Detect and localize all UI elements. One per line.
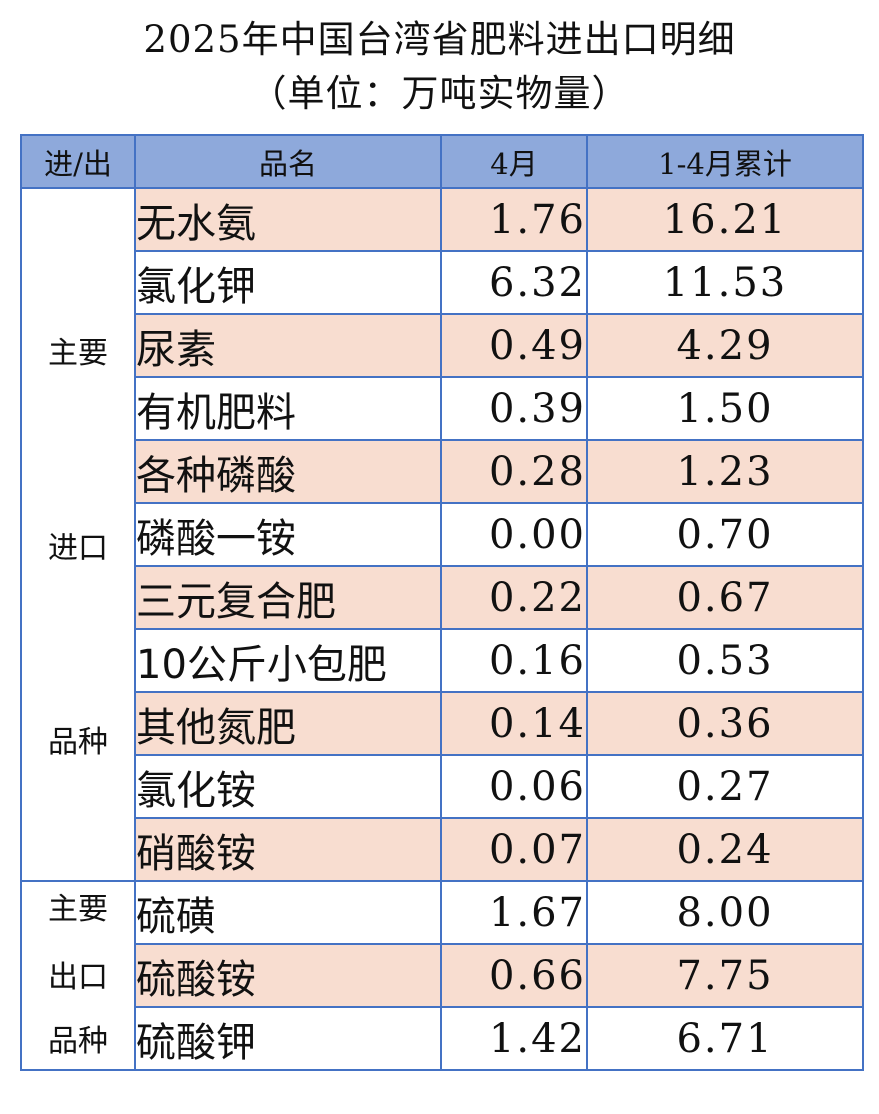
cumulative-value: 16.21: [586, 187, 864, 252]
april-value: 0.28: [440, 439, 588, 504]
column-header-name: 品名: [134, 134, 442, 189]
product-name: 磷酸一铵: [134, 502, 442, 567]
table-row: 其他氮肥 0.14 0.36: [21, 691, 864, 756]
import-group-label: 主要 进口 品种: [20, 187, 136, 882]
table-row: 磷酸一铵 0.00 0.70: [21, 502, 864, 567]
product-name: 其他氮肥: [134, 691, 442, 756]
april-value: 1.42: [440, 1006, 588, 1071]
fertilizer-trade-table: 进/出 品名 4月 1-4月累计 主要 进口 品种 无水氨 1.76 16.21…: [20, 134, 864, 1071]
unit-subtitle: （单位：万吨实物量）: [249, 72, 630, 115]
table-row: 10公斤小包肥 0.16 0.53: [21, 628, 864, 693]
cumulative-value: 4.29: [586, 313, 864, 378]
column-header-april: 4月: [440, 134, 588, 189]
cumulative-value: 11.53: [586, 250, 864, 315]
product-name: 氯化钾: [134, 250, 442, 315]
table-row: 各种磷酸 0.28 1.23: [21, 439, 864, 504]
cumulative-value: 7.75: [586, 943, 864, 1008]
cumulative-value: 0.36: [586, 691, 864, 756]
cumulative-value: 0.67: [586, 565, 864, 630]
export-label-line-3: 品种: [48, 1024, 108, 1059]
cumulative-value: 0.24: [586, 817, 864, 882]
import-label-line-1: 主要: [48, 336, 108, 371]
export-label-line-1: 主要: [48, 892, 108, 927]
table-row: 主要 进口 品种 无水氨 1.76 16.21: [20, 187, 864, 882]
product-name: 三元复合肥: [134, 565, 442, 630]
april-value: 0.22: [440, 565, 588, 630]
column-header-direction: 进/出: [20, 134, 136, 189]
export-label-line-2: 出口: [48, 960, 108, 995]
product-name: 硫酸钾: [134, 1006, 442, 1071]
april-value: 1.67: [440, 880, 588, 945]
april-value: 0.39: [440, 376, 588, 441]
product-name: 硝酸铵: [134, 817, 442, 882]
table-row: 主要 出口 品种 硫磺 1.67 8.00: [20, 880, 864, 1071]
export-group-label: 主要 出口 品种: [20, 880, 136, 1071]
table-row: 硫酸钾 1.42 6.71: [21, 1006, 864, 1071]
april-value: 0.00: [440, 502, 588, 567]
import-label-line-3: 品种: [48, 725, 108, 760]
april-value: 6.32: [440, 250, 588, 315]
table-row: 氯化钾 6.32 11.53: [21, 250, 864, 315]
import-label-line-2: 进口: [48, 531, 108, 566]
table-row: 硝酸铵 0.07 0.24: [21, 817, 864, 882]
product-name: 氯化铵: [134, 754, 442, 819]
table-row: 硫酸铵 0.66 7.75: [21, 943, 864, 1008]
cumulative-value: 1.23: [586, 439, 864, 504]
april-value: 0.07: [440, 817, 588, 882]
page-title: 2025年中国台湾省肥料进出口明细: [143, 18, 736, 61]
april-value: 0.14: [440, 691, 588, 756]
table-row: 氯化铵 0.06 0.27: [21, 754, 864, 819]
april-value: 1.76: [440, 187, 588, 252]
april-value: 0.16: [440, 628, 588, 693]
header-row: 进/出 品名 4月 1-4月累计: [20, 134, 864, 189]
cumulative-value: 0.70: [586, 502, 864, 567]
april-value: 0.66: [440, 943, 588, 1008]
product-name: 硫磺: [134, 880, 442, 945]
cumulative-value: 0.27: [586, 754, 864, 819]
product-name: 10公斤小包肥: [134, 628, 442, 693]
april-value: 0.49: [440, 313, 588, 378]
cumulative-value: 1.50: [586, 376, 864, 441]
cumulative-value: 6.71: [586, 1006, 864, 1071]
cumulative-value: 8.00: [586, 880, 864, 945]
april-value: 0.06: [440, 754, 588, 819]
table-row: 有机肥料 0.39 1.50: [21, 376, 864, 441]
product-name: 有机肥料: [134, 376, 442, 441]
column-header-cumulative: 1-4月累计: [586, 134, 864, 189]
table-row: 三元复合肥 0.22 0.67: [21, 565, 864, 630]
product-name: 尿素: [134, 313, 442, 378]
cumulative-value: 0.53: [586, 628, 864, 693]
product-name: 硫酸铵: [134, 943, 442, 1008]
table-row: 尿素 0.49 4.29: [21, 313, 864, 378]
product-name: 各种磷酸: [134, 439, 442, 504]
product-name: 无水氨: [134, 187, 442, 252]
